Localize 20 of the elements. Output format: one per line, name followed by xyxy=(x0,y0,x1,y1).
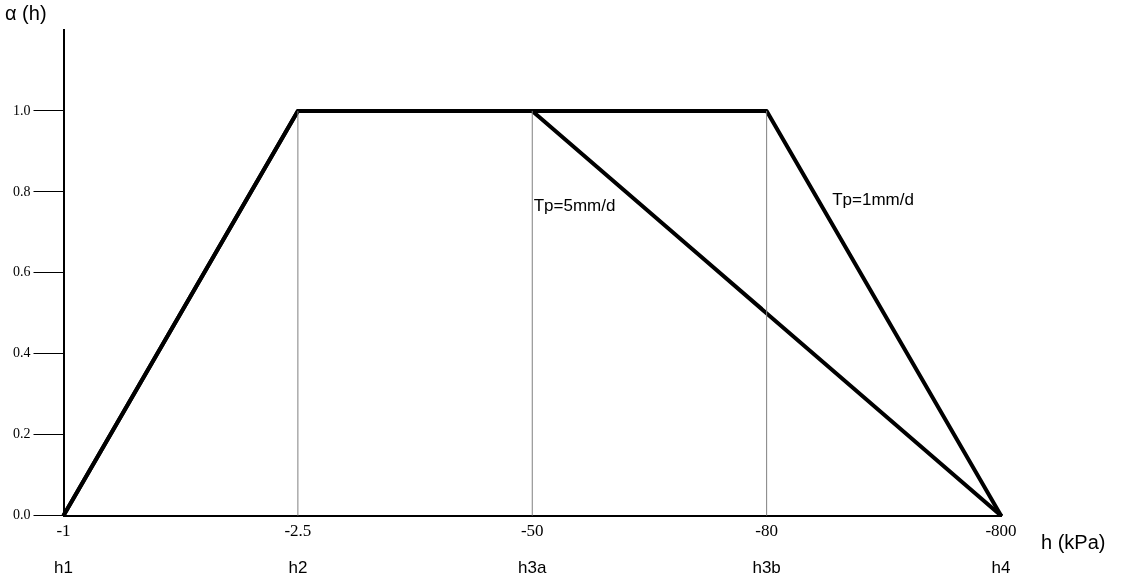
text: h2 xyxy=(288,557,308,577)
text: h4 xyxy=(991,557,1011,577)
text: h3b xyxy=(752,557,781,577)
y-tick-label: 0.6 xyxy=(13,264,31,280)
series-label: Tp=5mm/d xyxy=(533,195,616,215)
y-tick-label: 0.4 xyxy=(13,345,31,361)
x-tick-label: -50 xyxy=(520,521,544,541)
x-tick-label: -1 xyxy=(56,521,71,541)
y-tick-label: 0.2 xyxy=(13,426,31,442)
y-tick-label: 1.0 xyxy=(13,102,31,118)
series-label: Tp=1mm/d xyxy=(832,189,914,209)
y-tick-label: 0.8 xyxy=(13,183,31,199)
y-axis-title: α (h) xyxy=(5,1,47,24)
text: h1 xyxy=(54,557,73,577)
x-tick-label: -80 xyxy=(755,521,778,541)
y-tick-label: 0.0 xyxy=(13,507,31,523)
text: h3a xyxy=(518,557,547,577)
x-tick-label: -800 xyxy=(985,521,1017,541)
x-tick-label: -2.5 xyxy=(284,521,312,541)
x-axis-title: h (kPa) xyxy=(1041,531,1106,554)
